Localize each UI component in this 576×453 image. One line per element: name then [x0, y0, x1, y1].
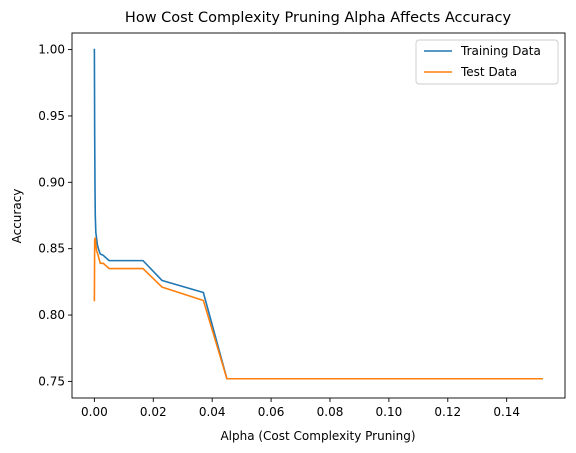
- x-axis-label: Alpha (Cost Complexity Pruning): [220, 429, 415, 443]
- y-tick-label: 1.00: [38, 43, 65, 57]
- chart-title: How Cost Complexity Pruning Alpha Affect…: [125, 10, 512, 26]
- x-tick-label: 0.10: [376, 405, 403, 419]
- y-tick-label: 0.75: [38, 374, 65, 388]
- y-tick-label: 0.80: [38, 308, 65, 322]
- x-axis-ticks: 0.00 0.02 0.04 0.06 0.08 0.10 0.12 0.14: [81, 398, 520, 419]
- y-tick-label: 0.90: [38, 175, 65, 189]
- x-tick-label: 0.00: [81, 405, 108, 419]
- series-line-training: [93, 48, 543, 380]
- legend-label: Test Data: [460, 65, 517, 79]
- plot-frame: [71, 32, 566, 399]
- y-axis-label: Accuracy: [10, 189, 24, 244]
- x-tick-label: 0.02: [140, 405, 167, 419]
- y-tick-label: 0.95: [38, 109, 65, 123]
- x-tick-label: 0.04: [199, 405, 226, 419]
- series-line-test: [93, 237, 543, 380]
- x-tick-label: 0.08: [317, 405, 344, 419]
- x-tick-label: 0.14: [493, 405, 520, 419]
- y-tick-label: 0.85: [38, 242, 65, 256]
- legend-label: Training Data: [460, 44, 541, 58]
- y-axis-ticks: 0.75 0.80 0.85 0.90 0.95 1.00: [38, 43, 72, 388]
- x-tick-label: 0.12: [434, 405, 461, 419]
- series-layer: [93, 48, 543, 380]
- x-tick-label: 0.06: [258, 405, 285, 419]
- legend: Training Data Test Data: [415, 39, 559, 85]
